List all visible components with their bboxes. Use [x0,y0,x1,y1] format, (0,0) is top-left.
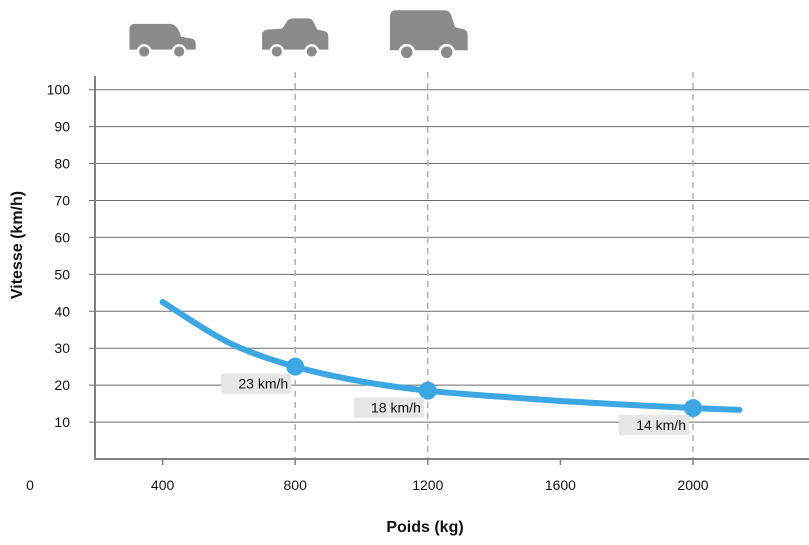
x-tick-label: 1600 [545,477,576,493]
x-tick-label: 800 [284,477,308,493]
data-label: 14 km/h [636,417,686,433]
suv-icon [390,10,468,61]
y-tick-label: 10 [54,414,70,430]
y-tick-label: 90 [54,119,70,135]
y-tick-label: 40 [54,303,70,319]
data-label-background [619,415,689,436]
y-tick-label: 70 [54,192,70,208]
y-tick-label: 50 [54,266,70,282]
car-wheel [440,46,453,59]
data-point [418,381,437,400]
data-label-background [353,397,424,418]
data-point [286,357,305,376]
series-line [159,299,743,413]
grid-layer [89,89,809,423]
data-labels-layer: 23 km/h 18 km/h 14 km/h [221,373,689,436]
x-tick-label: 1200 [412,477,443,493]
compact-car-icon [262,18,329,59]
car-body [390,10,468,51]
car-body [129,23,196,50]
y-tick-label: 30 [54,340,70,356]
y-tick-label: 100 [47,82,71,98]
car-wheel [271,46,282,57]
car-wheel [306,46,317,57]
axes-layer: 10 20 30 40 50 60 70 80 90 100 0 400 800 1200 1600 2000 [26,76,809,493]
x-tick-label: 2000 [677,477,708,493]
car-wheel [139,46,150,57]
x-tick-label: 400 [151,477,175,493]
car-body [262,18,329,50]
car-wheel [401,46,413,59]
y-axis-title: Vitesse (km/h) [9,191,26,299]
car-icons-layer [129,10,468,61]
data-point [684,399,702,418]
data-label: 23 km/h [238,376,288,392]
y-tick-label: 20 [54,377,70,393]
x-tick-label: 0 [26,477,34,493]
x-axis-title: Poids (kg) [386,519,463,536]
y-tick-label: 80 [54,156,70,172]
series-layer [159,299,743,418]
car-wheel [174,46,185,57]
y-tick-label: 60 [54,229,70,245]
data-label: 18 km/h [371,400,421,416]
data-label-background [221,373,292,394]
small-car-icon [129,23,196,59]
